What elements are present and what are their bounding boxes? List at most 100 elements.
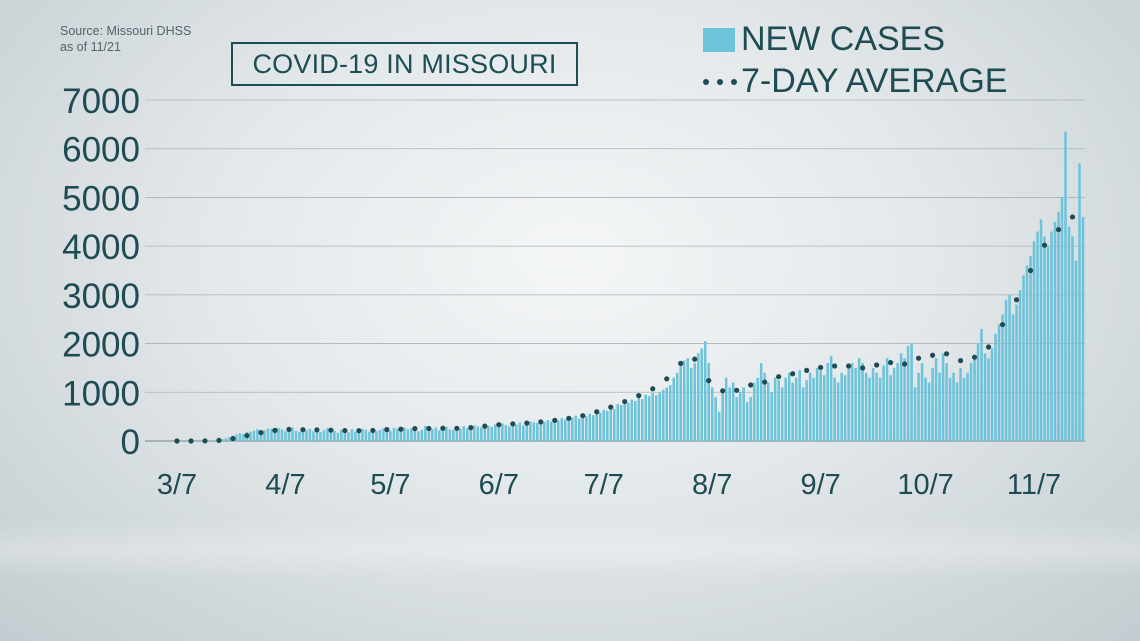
bar [1064, 131, 1067, 441]
bar [812, 377, 815, 441]
bar [462, 426, 466, 441]
avg-point [188, 438, 194, 444]
bar [546, 420, 550, 441]
bar [266, 428, 270, 441]
dotted-line-icon [703, 78, 737, 85]
bar [966, 372, 969, 441]
bar [672, 377, 675, 441]
bar [459, 428, 462, 441]
bar [553, 419, 557, 441]
bar [735, 397, 738, 441]
bar [504, 424, 508, 441]
bar [836, 382, 840, 441]
bar [658, 392, 661, 441]
bar [854, 367, 857, 441]
bar [497, 425, 501, 441]
bar [917, 372, 920, 441]
legend-7day-average-label: 7-DAY AVERAGE [741, 62, 1008, 100]
bar [843, 375, 847, 441]
avg-point [426, 425, 432, 432]
bar [515, 424, 518, 441]
y-tick-label: 7000 [62, 82, 140, 121]
bar [920, 363, 924, 441]
bar [574, 415, 578, 441]
avg-point [538, 419, 544, 425]
bar [679, 365, 682, 441]
bar [808, 372, 812, 441]
bar [287, 429, 291, 441]
bar [721, 392, 724, 441]
bar [294, 430, 298, 441]
avg-point [734, 387, 740, 393]
bar [532, 422, 536, 441]
bar [882, 365, 885, 441]
source-note: Source: Missouri DHSS as of 11/21 [60, 23, 191, 55]
avg-point [314, 427, 320, 433]
bar [878, 377, 882, 441]
bar [420, 429, 424, 441]
bar [1057, 212, 1060, 441]
bar [787, 372, 791, 441]
bar [651, 393, 654, 441]
bar [301, 429, 305, 441]
avg-point [552, 417, 558, 423]
avg-point [818, 364, 824, 371]
bar [868, 377, 871, 441]
bar [847, 367, 850, 441]
bar [794, 377, 798, 441]
bar [871, 367, 875, 441]
bar [896, 363, 899, 441]
bar [773, 377, 777, 441]
bar [976, 343, 980, 441]
avg-point [594, 409, 600, 415]
bar [469, 426, 473, 441]
avg-point [692, 356, 698, 362]
bar [585, 416, 588, 441]
x-tick-label: 3/7 [157, 469, 197, 501]
bar [892, 367, 896, 441]
avg-point [608, 404, 614, 410]
bar [326, 428, 329, 441]
bar [1039, 219, 1043, 441]
bar [382, 428, 385, 441]
avg-point [720, 388, 726, 394]
bar [1053, 221, 1057, 441]
bar [885, 358, 889, 441]
bar [315, 430, 319, 441]
bar [906, 346, 910, 441]
bar [647, 396, 651, 441]
bar [994, 333, 997, 441]
bar [728, 387, 731, 441]
avg-point [384, 427, 390, 433]
bar [581, 414, 585, 441]
bar [529, 421, 532, 441]
avg-point [174, 438, 180, 444]
bar [689, 367, 693, 441]
avg-point [804, 367, 810, 373]
as-of-line: as of 11/21 [60, 40, 121, 54]
avg-point [664, 376, 670, 382]
bar [857, 358, 861, 441]
bar [329, 431, 333, 441]
avg-point [230, 435, 236, 442]
avg-point [1027, 267, 1034, 274]
avg-point [860, 365, 866, 371]
avg-point [901, 361, 908, 367]
bar [238, 433, 242, 441]
bar [1025, 265, 1029, 441]
bar [522, 425, 525, 441]
avg-point [496, 422, 502, 428]
bar [270, 428, 273, 441]
avg-point [398, 426, 404, 432]
bar [864, 372, 868, 441]
bar [571, 417, 574, 441]
bar [1046, 246, 1050, 441]
avg-point [748, 382, 754, 388]
y-tick-label: 1000 [62, 374, 140, 413]
bar [224, 438, 228, 441]
chart-title: COVID-19 IN MISSOURI [231, 42, 578, 86]
bar [322, 430, 326, 441]
bar [221, 439, 224, 441]
avg-point [790, 371, 796, 377]
